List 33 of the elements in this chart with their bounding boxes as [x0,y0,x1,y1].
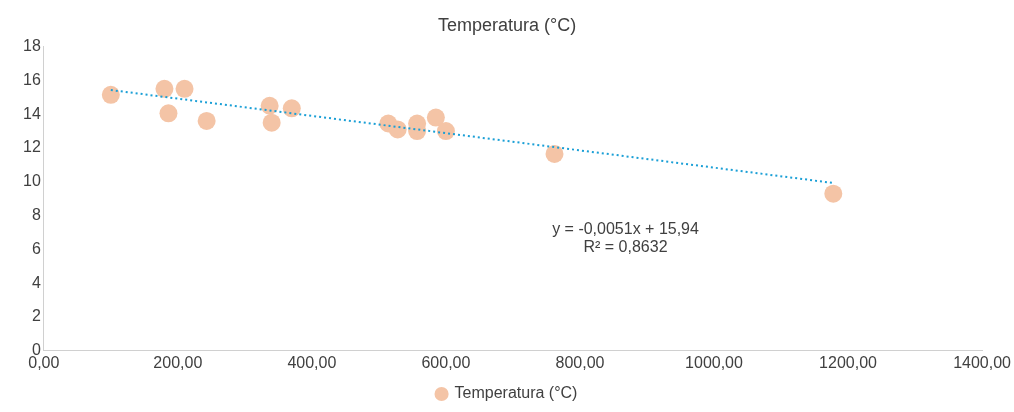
x-tick-label: 200,00 [153,353,203,371]
y-tick-label: 4 [31,273,41,291]
point [388,120,407,139]
legend-label: Temperatura (°C) [454,384,578,402]
y-tick-label: 6 [31,239,41,257]
x-tick-label: 400,00 [287,353,337,371]
point [197,111,216,130]
y-tick-label: 12 [23,138,41,156]
point [824,184,843,203]
x-tick-label: 1400,00 [953,353,1012,371]
y-tick-label: 8 [31,206,41,224]
y-tick-label: 14 [23,104,41,122]
y-tick-label: 2 [31,307,41,325]
point [260,96,279,115]
point [545,144,564,163]
point [155,79,174,98]
y-tick-label: 16 [23,70,41,88]
point [436,122,455,141]
x-tick-label: 600,00 [421,353,471,371]
annotation: R² = 0,8632 [583,237,668,255]
point [175,79,194,98]
point [426,108,445,127]
point [262,113,281,132]
chart-title: Temperatura (°C) [437,14,577,35]
x-tick-label: 800,00 [555,353,605,371]
point [159,104,178,123]
x-tick-label: 1000,00 [685,353,744,371]
x-tick-label: 1200,00 [819,353,878,371]
y-tick-label: 10 [23,172,41,190]
annotation: y = -0,0051x + 15,94 [552,219,700,237]
y-tick-label: 18 [23,37,41,55]
point [101,85,120,104]
point [282,99,301,118]
